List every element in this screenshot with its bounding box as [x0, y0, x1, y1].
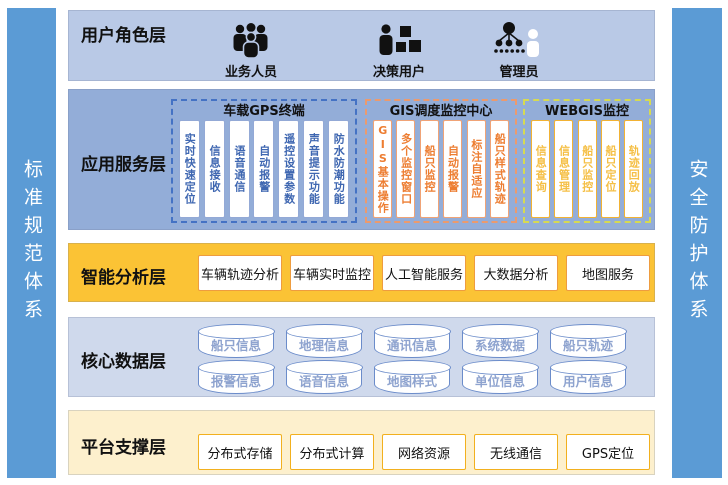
service-item: 轨迹回放 [624, 120, 643, 218]
user-role-layer: 用户角色层 业务人员 [68, 10, 655, 81]
data-cylinder-row-1: 船只信息 地理信息 通讯信息 系统数据 船只轨迹 [197, 324, 627, 358]
group-title: 车载GPS终端 [223, 104, 305, 119]
role-decision-user: 决策用户 [349, 19, 449, 80]
platform-items: 分布式存储 分布式计算 网络资源 无线通信 GPS定位 [198, 434, 650, 470]
decision-user-icon [349, 19, 449, 59]
analysis-items: 车辆轨迹分析 车辆实时监控 人工智能服务 大数据分析 地图服务 [198, 255, 650, 291]
group-items: GIS基本操作 多个监控窗口 船只监控 自动报警 标注自适应 船只样式轨迹 [367, 120, 515, 218]
standards-system-bar: 标准规范体系 [7, 8, 56, 478]
service-item: 遥控设置参数 [278, 120, 300, 218]
group-items: 实时快速定位 信息接收 语音通信 自动报警 遥控设置参数 声音提示功能 防水防潮… [173, 120, 355, 218]
analysis-item: 车辆实时监控 [290, 255, 374, 291]
service-item: 信息接收 [203, 120, 225, 218]
cylinder-label: 语音信息 [298, 374, 349, 389]
service-item: 防水防潮功能 [327, 120, 349, 218]
application-service-layer: 应用服务层 车载GPS终端 实时快速定位 信息接收 语音通信 自动报警 遥控设置… [68, 89, 655, 230]
platform-item: 网络资源 [382, 434, 466, 470]
service-item: 声音提示功能 [303, 120, 325, 218]
role-label: 决策用户 [372, 65, 425, 80]
database-cylinder: 船只轨迹 [549, 324, 627, 358]
admin-icon [469, 19, 569, 59]
analysis-item: 车辆轨迹分析 [198, 255, 282, 291]
group-gis-dispatch-center: GIS调度监控中心 GIS基本操作 多个监控窗口 船只监控 自动报警 标注自适应… [365, 99, 517, 223]
core-data-layer-label: 核心数据层 [81, 352, 166, 372]
service-item: 实时快速定位 [179, 120, 200, 218]
cylinder-label: 报警信息 [210, 374, 261, 389]
service-item: 信息查询 [531, 120, 550, 218]
business-people-icon [201, 19, 301, 59]
platform-support-layer-label: 平台支撑层 [81, 438, 166, 458]
platform-item: 分布式存储 [198, 434, 282, 470]
group-title: WEBGIS监控 [545, 104, 629, 119]
standards-system-label: 标准规范体系 [21, 159, 43, 327]
cylinder-label: 地图样式 [386, 374, 437, 389]
service-item: 语音通信 [228, 120, 250, 218]
group-webgis-monitoring: WEBGIS监控 信息查询 信息管理 船只监控 船只定位 轨迹回放 [523, 99, 651, 223]
analysis-item: 地图服务 [566, 255, 650, 291]
database-cylinder: 通讯信息 [373, 324, 451, 358]
intelligent-analysis-layer: 智能分析层 车辆轨迹分析 车辆实时监控 人工智能服务 大数据分析 地图服务 [68, 243, 655, 302]
user-role-layer-label: 用户角色层 [81, 26, 166, 46]
database-cylinder: 船只信息 [197, 324, 275, 358]
service-item: 自动报警 [443, 120, 463, 218]
service-item: 船只监控 [419, 120, 439, 218]
role-business-staff: 业务人员 [201, 19, 301, 80]
role-label: 管理员 [499, 65, 539, 80]
database-cylinder: 地理信息 [285, 324, 363, 358]
database-cylinder: 语音信息 [285, 360, 363, 394]
group-vehicle-gps-terminal: 车载GPS终端 实时快速定位 信息接收 语音通信 自动报警 遥控设置参数 声音提… [171, 99, 357, 223]
service-item: 信息管理 [554, 120, 574, 218]
service-item: GIS基本操作 [373, 120, 392, 218]
database-cylinder: 系统数据 [461, 324, 539, 358]
cylinder-label: 用户信息 [562, 374, 613, 389]
service-item: 多个监控窗口 [396, 120, 416, 218]
service-item: 船只监控 [577, 120, 597, 218]
cylinder-label: 地理信息 [298, 338, 349, 353]
database-cylinder: 地图样式 [373, 360, 451, 394]
database-cylinder: 单位信息 [461, 360, 539, 394]
database-cylinder: 用户信息 [549, 360, 627, 394]
service-item: 标注自适应 [466, 120, 486, 218]
cylinder-label: 系统数据 [474, 338, 525, 353]
role-label: 业务人员 [224, 65, 277, 80]
data-cylinder-row-2: 报警信息 语音信息 地图样式 单位信息 用户信息 [197, 360, 627, 394]
cylinder-label: 通讯信息 [386, 338, 437, 353]
platform-item: 分布式计算 [290, 434, 374, 470]
analysis-item: 大数据分析 [474, 255, 558, 291]
role-administrator: 管理员 [469, 19, 569, 80]
security-system-label: 安全防护体系 [686, 159, 709, 327]
security-system-bar: 安全防护体系 [672, 8, 722, 478]
service-item: 船只样式轨迹 [489, 120, 509, 218]
platform-support-layer: 平台支撑层 分布式存储 分布式计算 网络资源 无线通信 GPS定位 [68, 410, 655, 475]
platform-item: GPS定位 [566, 434, 650, 470]
group-items: 信息查询 信息管理 船只监控 船只定位 轨迹回放 [525, 120, 649, 218]
cylinder-label: 船只信息 [210, 338, 261, 353]
cylinder-label: 单位信息 [474, 374, 525, 389]
core-data-layer: 核心数据层 船只信息 地理信息 通讯信息 系统数据 船只轨迹 报警信息 语音信息… [68, 317, 655, 397]
group-title: GIS调度监控中心 [389, 104, 493, 119]
service-item: 自动报警 [253, 120, 275, 218]
intelligent-analysis-layer-label: 智能分析层 [81, 268, 166, 288]
analysis-item: 人工智能服务 [382, 255, 466, 291]
application-service-layer-label: 应用服务层 [81, 155, 166, 175]
database-cylinder: 报警信息 [197, 360, 275, 394]
service-item: 船只定位 [600, 120, 620, 218]
cylinder-label: 船只轨迹 [562, 338, 613, 353]
platform-item: 无线通信 [474, 434, 558, 470]
